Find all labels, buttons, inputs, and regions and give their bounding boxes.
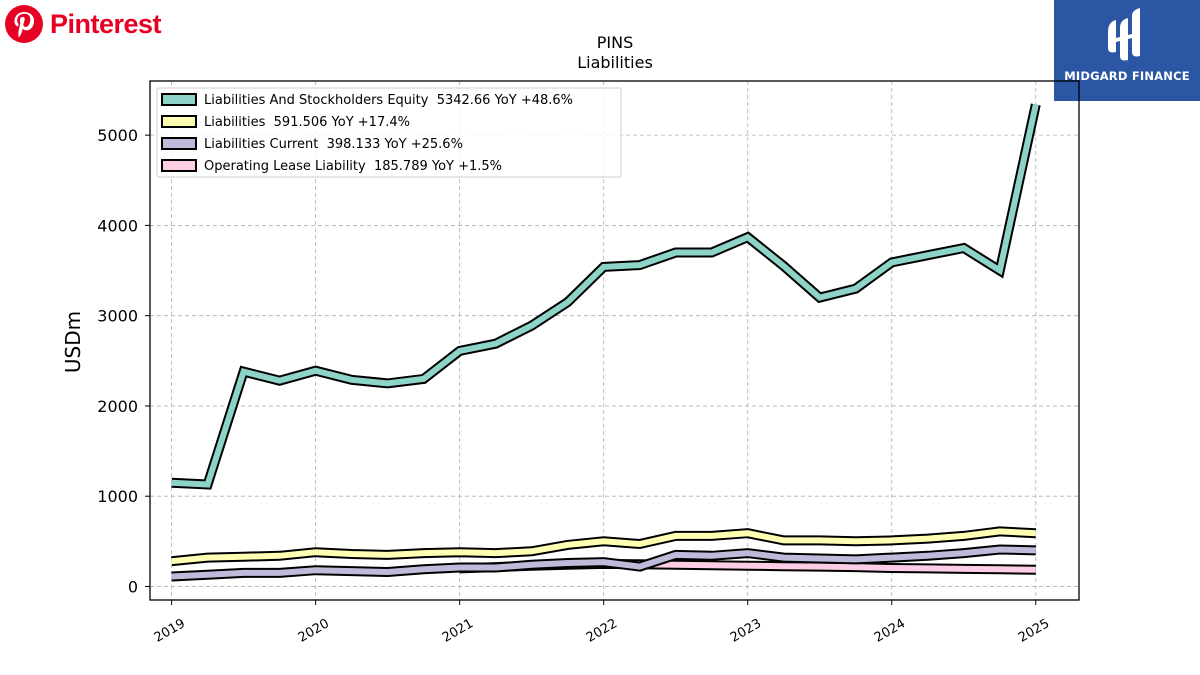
- series-line: [171, 546, 1036, 580]
- legend-box: [156, 87, 622, 178]
- brand-name: Pinterest: [50, 8, 162, 39]
- legend-swatch: [161, 93, 197, 106]
- series-line: [171, 528, 1036, 565]
- series-line: [171, 103, 1039, 488]
- legend-swatch: [161, 115, 197, 128]
- x-tick-label: 2019: [152, 616, 188, 646]
- legend-label: Operating Lease Liability 185.789 YoY +1…: [204, 159, 502, 174]
- legend-swatch: [161, 159, 197, 172]
- brand-logo: Pinterest: [4, 4, 162, 44]
- y-tick-label: 1000: [97, 487, 138, 506]
- legend-swatch: [161, 137, 197, 150]
- legend-label: Liabilities And Stockholders Equity 5342…: [204, 93, 573, 108]
- legend-label: Liabilities Current 398.133 YoY +25.6%: [204, 137, 463, 152]
- x-tick-label: 2020: [296, 616, 332, 646]
- series-lines: [171, 103, 1041, 582]
- legend-label: Liabilities 591.506 YoY +17.4%: [204, 115, 410, 130]
- y-axis-label: USDm: [61, 311, 85, 373]
- midgard-finance-badge: MIDGARD FINANCE: [1054, 0, 1200, 101]
- midgard-logo-icon: [1108, 8, 1140, 61]
- legend: Liabilities And Stockholders Equity 5342…: [156, 87, 622, 178]
- chart-title: PINS: [597, 33, 634, 52]
- x-tick-label: 2024: [872, 616, 908, 646]
- pinterest-logo-icon: [5, 5, 43, 43]
- chart-subtitle: Liabilities: [577, 53, 653, 72]
- x-tick-label: 2025: [1016, 616, 1052, 646]
- y-tick-label: 3000: [97, 307, 138, 326]
- y-tick-label: 0: [128, 577, 138, 596]
- y-tick-label: 5000: [97, 126, 138, 145]
- midgard-finance-label: MIDGARD FINANCE: [1064, 69, 1190, 83]
- x-tick-label: 2021: [440, 616, 476, 646]
- x-tick-label: 2022: [584, 616, 620, 646]
- x-tick-label: 2023: [728, 616, 764, 646]
- y-tick-label: 4000: [97, 216, 138, 235]
- plot-frame: [149, 80, 1080, 601]
- y-tick-label: 2000: [97, 397, 138, 416]
